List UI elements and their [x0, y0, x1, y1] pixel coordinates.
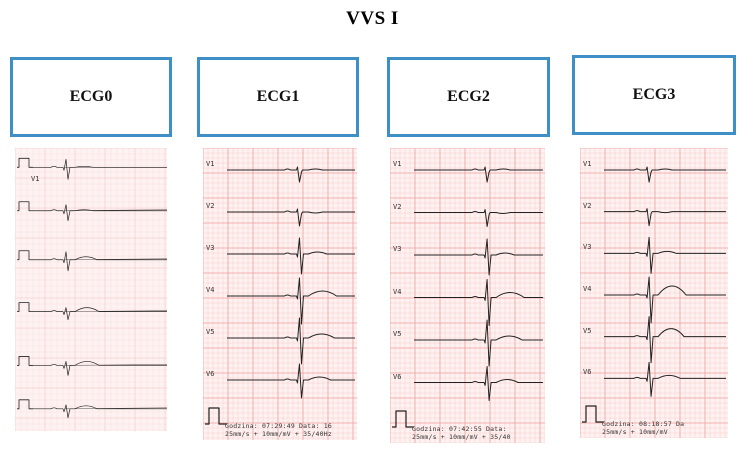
calibration-pulse: [17, 250, 33, 261]
ecg-trace: [33, 204, 167, 222]
ecg-trace-v1: [414, 166, 543, 183]
lead-label: V3: [206, 244, 215, 252]
ecg-trace-v3: [227, 237, 355, 275]
footer-time: Godzina: 07:42:55 Data:: [412, 425, 507, 433]
lead-label: V1: [583, 160, 592, 168]
calibration-pulse: [17, 201, 33, 212]
lead-label: V2: [393, 202, 402, 211]
ecg2-strip: V1 V2 V3 V4 V5 V6 Godzina: 07:42:55 Data: 25mm/…: [390, 148, 545, 443]
lead-label: V5: [206, 328, 215, 336]
ecg-trace: [33, 307, 167, 320]
ecg-trace-v1: [227, 166, 355, 183]
ecg0-label: ECG0: [69, 88, 113, 105]
lead-label: V1: [206, 160, 215, 168]
ecg3-label: ECG3: [632, 86, 676, 103]
ecg1-label: ECG1: [256, 88, 300, 105]
ecg2-label-box: ECG2: [387, 57, 550, 137]
lead-label: V6: [206, 370, 215, 378]
ecg-trace-v2: [414, 209, 543, 227]
lead-label: V6: [583, 368, 592, 377]
ecg-trace: [33, 361, 167, 376]
ecg3-strip: V1 V2 V3 V4 V5 V6 Godzina: 08:18:57 Da 25mm/s +…: [580, 148, 728, 438]
lead-label: V4: [583, 285, 592, 293]
ecg-trace-v5: [604, 316, 726, 364]
calibration-pulse: [205, 407, 227, 425]
lead-label: V2: [206, 202, 215, 210]
ecg-baseline: [64, 209, 167, 211]
ecg-trace-v4: [414, 279, 543, 326]
ecg-trace: [33, 251, 167, 272]
ecg0-strip: V1: [15, 148, 167, 431]
ecg-grid: [203, 148, 357, 440]
lead-label: V6: [393, 372, 402, 381]
footer-settings: 25mm/s + 10mm/mV + 35/40: [412, 433, 511, 441]
lead-label: V4: [393, 287, 402, 296]
ecg1-strip: V1 V2 V3 V4 V5 V6 Godzina: 07:29:49 Data: 16 25…: [203, 148, 357, 440]
ecg-grid: [15, 148, 167, 431]
ecg-baseline: [64, 310, 167, 312]
ecg-trace-v3: [604, 236, 726, 274]
ecg2-label: ECG2: [447, 88, 490, 105]
ecg-trace: [33, 158, 167, 180]
lead-label: V2: [583, 201, 592, 210]
calibration-pulse: [17, 399, 33, 410]
ecg-grid: [580, 148, 728, 438]
calibration-pulse: [17, 302, 33, 313]
ecg-trace: [33, 404, 167, 419]
lead-label: V1: [31, 175, 40, 184]
lead-label: V5: [393, 330, 402, 338]
footer-time: Godzina: 08:18:57 Da: [602, 420, 685, 428]
ecg-baseline: [64, 364, 167, 366]
ecg0-label-box: ECG0: [10, 57, 172, 137]
ecg-baseline: [64, 407, 167, 410]
calibration-pulse: [17, 356, 33, 366]
footer-settings: 25mm/s + 10mm/mV: [602, 428, 668, 436]
ecg-trace-v2: [227, 208, 355, 227]
calibration-pulse: [17, 157, 33, 168]
ecg-trace-v5: [227, 317, 355, 365]
lead-label: V1: [393, 160, 402, 168]
ecg-trace-v1: [604, 166, 726, 183]
ecg3-label-box: ECG3: [572, 55, 736, 135]
lead-label: V3: [393, 245, 402, 253]
lead-label: V4: [206, 286, 215, 294]
figure-title: VVS I: [346, 8, 399, 29]
ecg-trace-v6: [604, 361, 726, 397]
calibration-pulse: [582, 405, 604, 423]
ecg-trace-v6: [227, 363, 355, 399]
ecg1-label-box: ECG1: [197, 57, 359, 137]
ecg-trace-v4: [227, 277, 355, 325]
footer-settings: 25mm/s + 10mm/mV + 35/40Hz: [225, 430, 332, 438]
ecg-trace-v2: [604, 208, 726, 227]
lead-label: V5: [583, 326, 592, 335]
ecg-trace-v5: [414, 319, 543, 367]
calibration-pulse: [392, 410, 414, 428]
ecg-grid: [390, 148, 545, 443]
lead-label: V3: [583, 243, 592, 252]
ecg-trace-v3: [414, 238, 543, 276]
ecg-trace-v6: [414, 366, 543, 401]
footer-time: Godzina: 07:29:49 Data: 16: [225, 422, 332, 430]
ecg-trace-v4: [604, 276, 726, 324]
ecg-baseline: [64, 258, 167, 260]
